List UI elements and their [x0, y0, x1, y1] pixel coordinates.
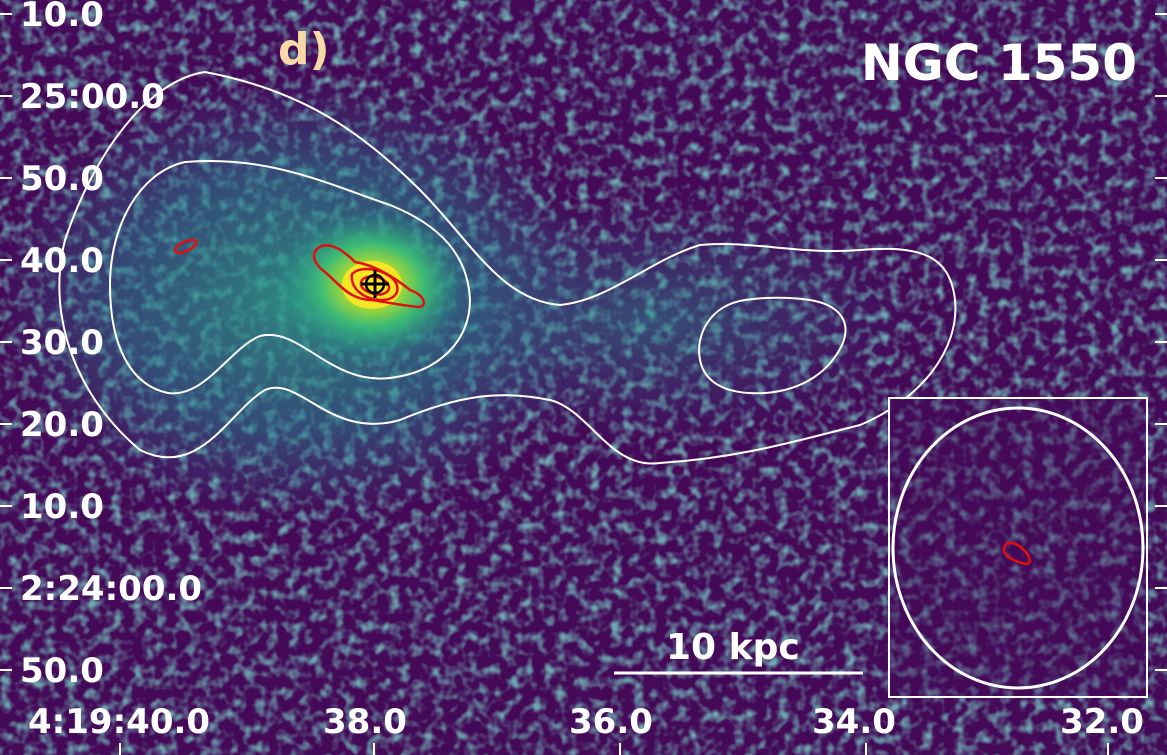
- ra-tick-label: 32.0: [1060, 702, 1144, 742]
- left-red-contour: [173, 238, 198, 255]
- outer-white-contour: [58, 70, 957, 465]
- dec-tick-label: 10.0: [20, 487, 104, 527]
- ra-tick-label: 34.0: [812, 702, 896, 742]
- dec-tick-label: 25:00.0: [20, 77, 165, 117]
- outer-red-contour: [312, 244, 426, 309]
- frame-ticks: [0, 13, 1167, 755]
- ra-tick-label: 4:19:40.0: [28, 702, 211, 742]
- middle-red-contour: [350, 267, 399, 302]
- dec-tick-label: 50.0: [20, 159, 104, 199]
- dec-tick-label: 40.0: [20, 241, 104, 281]
- tail-white-contour: [698, 296, 847, 395]
- panel-label: d): [278, 24, 330, 75]
- scale-bar-label: 10 kpc: [666, 627, 800, 668]
- dec-tick-label: 30.0: [20, 323, 104, 363]
- ra-tick-label: 38.0: [323, 702, 407, 742]
- inset-panel: [888, 397, 1148, 698]
- diffuse-tail: [390, 200, 910, 440]
- inner-white-contour: [108, 160, 472, 395]
- dec-tick-label: 50.0: [20, 651, 104, 691]
- dec-tick-label: 10.0: [20, 0, 104, 35]
- inset-red-contour: [1002, 541, 1031, 566]
- crosshair-plus-circle-icon: [361, 270, 389, 298]
- object-name-label: NGC 1550: [860, 34, 1137, 92]
- inset-white-ellipse: [891, 406, 1145, 690]
- dec-tick-label: 2:24:00.0: [20, 569, 203, 609]
- dec-tick-label: 20.0: [20, 405, 104, 445]
- ra-tick-label: 36.0: [569, 702, 653, 742]
